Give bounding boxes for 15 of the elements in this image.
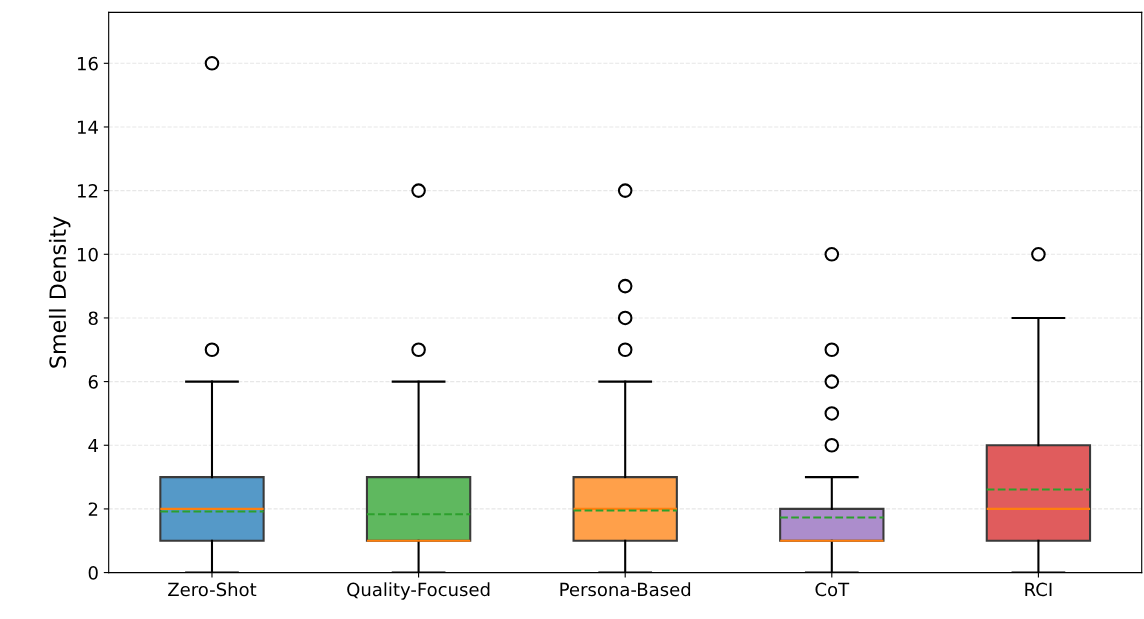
y-tick-label: 10: [77, 247, 98, 262]
y-tick-label: 0: [88, 566, 98, 580]
y-tick-label: 4: [88, 438, 98, 453]
y-tick-label: 12: [77, 184, 98, 198]
y-axis-title: Smell Density: [48, 216, 71, 368]
y-tick-label: 6: [88, 375, 98, 389]
y-tick-label: 2: [88, 502, 98, 516]
x-tick-label: Zero-Shot: [168, 582, 257, 597]
x-tick-label: Quality-Focused: [347, 582, 490, 600]
x-tick-label: RCI: [1025, 582, 1052, 597]
y-tick-label: 16: [77, 56, 98, 71]
x-tick-label: CoT: [815, 582, 850, 597]
y-tick-label: 8: [88, 311, 98, 326]
x-tick-label: Persona-Based: [560, 582, 691, 597]
y-tick-label: 14: [77, 120, 98, 134]
